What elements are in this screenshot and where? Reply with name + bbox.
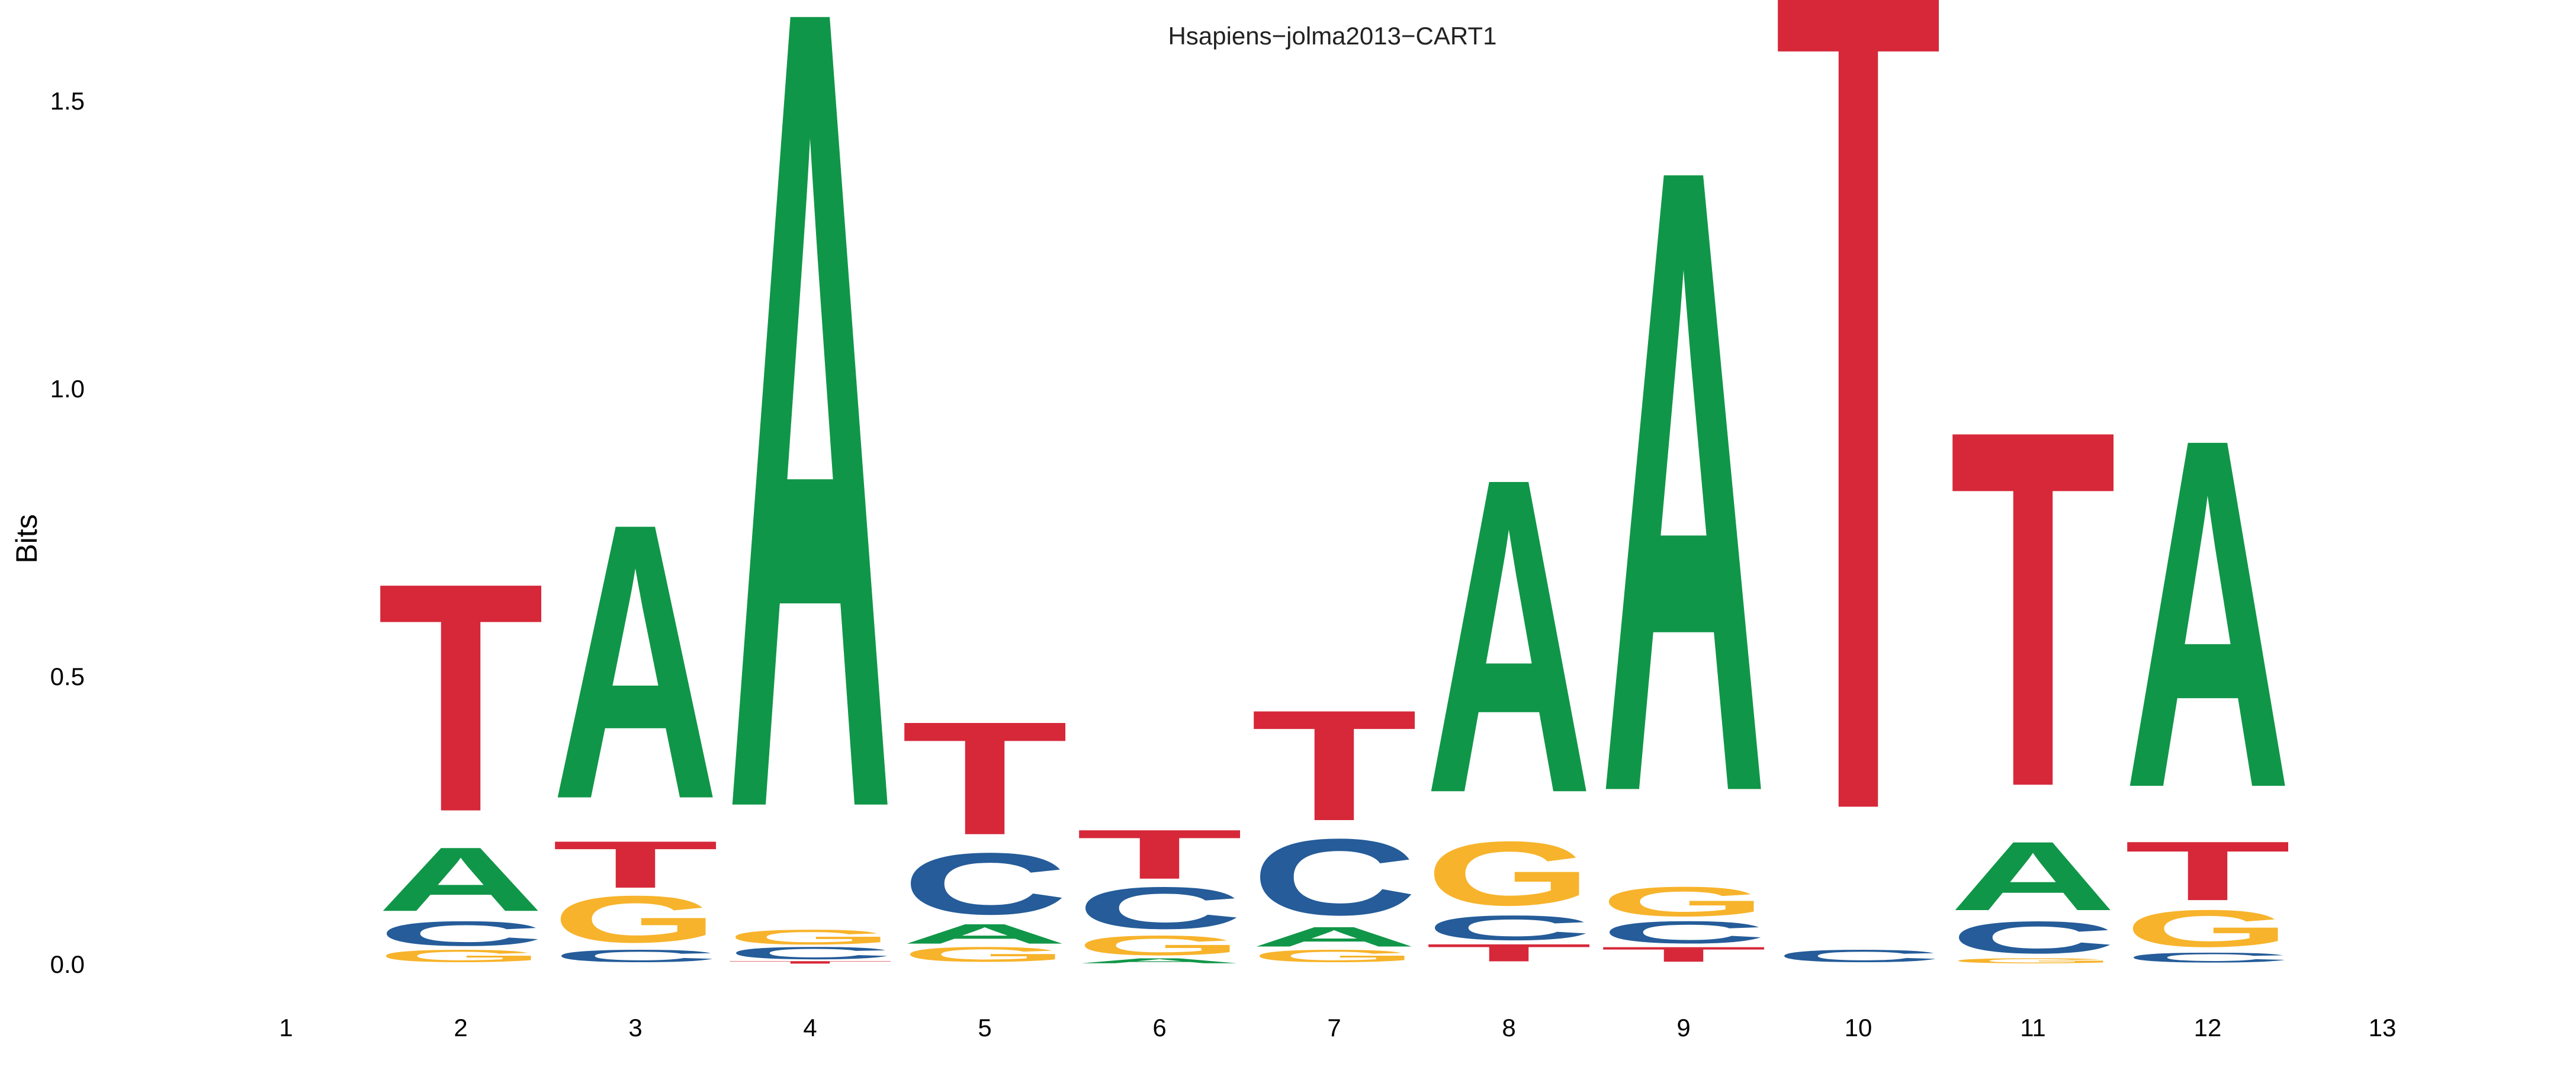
logo-letter-c: C <box>377 914 544 953</box>
logo-letter-a: A <box>727 0 894 1047</box>
x-tick-label: 9 <box>1676 1014 1690 1042</box>
y-axis-ticks: 0.0 0.5 1.0 1.5 <box>50 87 85 978</box>
logo-letter-c: C <box>1949 912 2116 963</box>
logo-letter-t: T <box>1425 939 1592 966</box>
logo-letter-g: G <box>901 943 1068 966</box>
logo-letter-a: A <box>901 918 1068 950</box>
logo-letter-g: G <box>377 946 544 966</box>
logo-letter-c: C <box>1251 817 1418 938</box>
logo-letter-c: C <box>727 943 894 963</box>
logo-letter-c: C <box>1775 946 1942 966</box>
x-tick-label: 5 <box>978 1014 991 1042</box>
logo-letter-a: A <box>1425 385 1592 887</box>
logo-letter-g: G <box>1425 823 1592 925</box>
x-tick-label: 10 <box>1845 1014 1872 1042</box>
logo-letter-c: C <box>1076 875 1243 941</box>
logo-letter-t: T <box>901 689 1068 869</box>
x-axis-ticks: 1 2 3 4 5 6 7 8 9 10 11 12 13 <box>279 1014 2396 1042</box>
x-tick-label: 11 <box>2020 1014 2046 1042</box>
logo-letter-t: T <box>727 960 894 965</box>
x-tick-label: 8 <box>1502 1014 1515 1042</box>
logo-letter-c: C <box>552 946 719 966</box>
x-tick-label: 13 <box>2369 1014 2397 1042</box>
logo-letter-c: C <box>2124 950 2291 965</box>
logo-letter-g: G <box>727 925 894 949</box>
logo-letter-a: A <box>2124 335 2291 892</box>
logo-letter-a: A <box>377 828 544 930</box>
logo-letter-g: G <box>1251 946 1418 966</box>
logo-letter-a: A <box>1600 0 1767 979</box>
x-tick-label: 4 <box>803 1014 817 1042</box>
x-tick-label: 1 <box>279 1014 293 1042</box>
y-tick-label: 1.5 <box>50 87 85 115</box>
x-tick-label: 12 <box>2194 1014 2222 1042</box>
chart-title: Hsapiens−jolma2013−CART1 <box>1168 22 1497 50</box>
logo-letter-t: T <box>2124 824 2291 918</box>
y-tick-label: 0.5 <box>50 663 85 690</box>
logo-letter-t: T <box>1600 943 1767 966</box>
logo-letter-a: A <box>1251 921 1418 953</box>
logo-letter-t: T <box>1251 677 1418 854</box>
logo-letter-c: C <box>901 835 1068 933</box>
logo-letter-g: G <box>1600 878 1767 925</box>
logo-letter-g: G <box>1949 957 2116 965</box>
x-tick-label: 7 <box>1327 1014 1341 1042</box>
y-tick-label: 0.0 <box>50 950 85 978</box>
x-tick-label: 3 <box>628 1014 642 1042</box>
logo-letter-a: A <box>1949 821 2116 931</box>
x-tick-label: 2 <box>454 1014 467 1042</box>
logo-letter-a: A <box>552 442 719 881</box>
y-tick-label: 1.0 <box>50 375 85 403</box>
logo-letter-t: T <box>1076 815 1243 894</box>
logo-letter-t: T <box>1775 0 1942 1083</box>
y-axis-label: Bits <box>10 514 43 563</box>
logo-letter-c: C <box>1600 915 1767 950</box>
logo-letter-t: T <box>1949 324 2116 894</box>
logo-letter-t: T <box>377 515 544 880</box>
logo-letter-g: G <box>552 882 719 956</box>
x-tick-label: 6 <box>1152 1014 1166 1042</box>
logo-letter-c: C <box>1425 908 1592 947</box>
logo-letter-a: A <box>1076 957 1243 965</box>
logo-letter-t: T <box>552 827 719 902</box>
logo-letter-g: G <box>2124 899 2291 957</box>
logo-letter-g: G <box>1076 930 1243 961</box>
